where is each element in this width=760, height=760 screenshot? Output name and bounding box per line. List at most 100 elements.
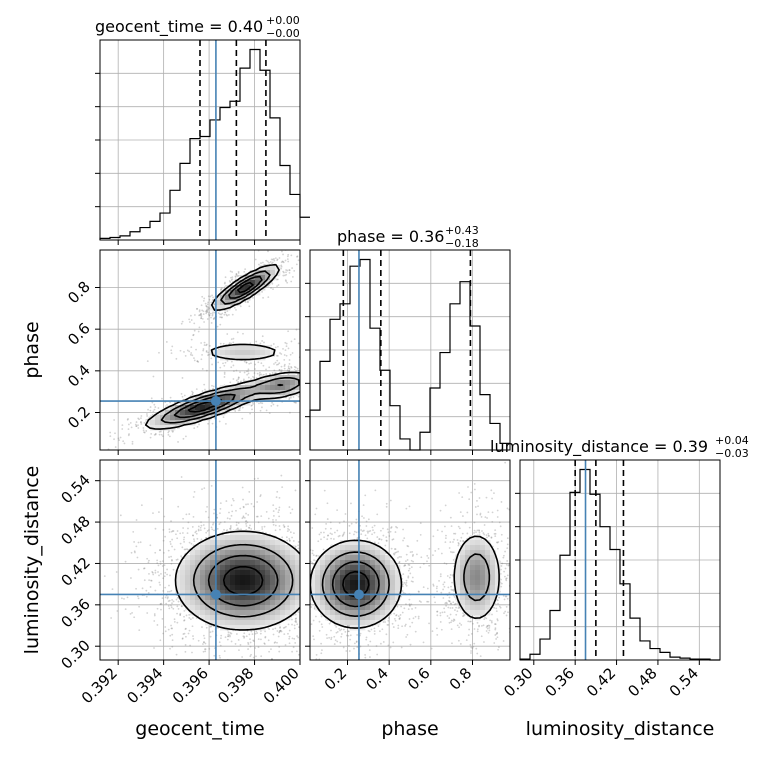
sample-point <box>176 537 179 540</box>
sample-point <box>340 368 342 370</box>
density-cell <box>190 575 196 581</box>
sample-point <box>154 432 157 435</box>
sample-point <box>195 530 198 533</box>
sample-point <box>245 361 248 364</box>
sample-point <box>114 446 117 448</box>
sample-point <box>121 424 124 426</box>
sample-point <box>199 314 202 317</box>
sample-point <box>250 362 252 365</box>
density-cell <box>240 540 246 546</box>
density-cell <box>245 535 251 541</box>
sample-point <box>184 354 187 357</box>
sample-point <box>198 310 201 313</box>
sample-point <box>212 318 215 320</box>
sample-point <box>279 626 282 628</box>
density-cell <box>215 300 221 306</box>
density-cell <box>235 540 241 546</box>
sample-point <box>304 565 306 567</box>
density-cell <box>245 380 251 386</box>
sample-point <box>135 587 137 590</box>
density-cell <box>215 295 221 301</box>
sample-point <box>161 597 164 600</box>
density-cell <box>245 580 251 586</box>
sample-point <box>186 548 188 550</box>
density-cell <box>200 415 206 421</box>
sample-point <box>297 373 299 376</box>
sample-point <box>276 404 279 407</box>
sample-point <box>265 259 268 262</box>
density-cell <box>275 540 281 546</box>
sample-point <box>146 557 149 560</box>
density-cell <box>275 565 281 571</box>
sample-point <box>159 430 162 433</box>
sample-point <box>287 330 290 333</box>
sample-point <box>205 349 208 352</box>
sample-point <box>318 618 320 620</box>
sample-point <box>115 571 118 573</box>
sample-point <box>325 621 327 623</box>
sample-point <box>231 510 234 513</box>
sample-point <box>305 629 307 631</box>
sample-point <box>274 372 277 375</box>
sample-point <box>301 376 303 378</box>
sample-point <box>271 258 274 261</box>
sample-point <box>303 559 305 561</box>
sample-point <box>244 520 247 523</box>
sample-point <box>158 581 161 584</box>
density-cell <box>290 550 296 556</box>
sample-point <box>266 260 269 263</box>
sample-point <box>311 356 313 358</box>
density-cell <box>190 410 196 416</box>
sample-point <box>302 382 304 384</box>
sample-point <box>176 596 179 599</box>
density-cell <box>270 350 276 356</box>
density-cell <box>195 550 201 556</box>
density-cell <box>270 275 276 281</box>
sample-point <box>294 642 297 644</box>
sample-point <box>133 541 136 543</box>
sample-point <box>289 512 292 514</box>
density-cell <box>210 560 216 566</box>
sample-point <box>242 380 245 382</box>
sample-point <box>322 356 324 358</box>
sample-point <box>223 662 225 664</box>
sample-point <box>221 316 224 319</box>
sample-point <box>304 632 306 634</box>
sample-point <box>307 543 309 545</box>
sample-point <box>282 274 285 277</box>
density-cell <box>295 565 300 571</box>
density-cell <box>290 565 296 571</box>
sample-point <box>206 309 208 312</box>
sample-point <box>253 477 256 480</box>
sample-point <box>270 344 273 347</box>
sample-point <box>186 349 189 352</box>
sample-point <box>272 288 274 291</box>
sample-point <box>209 295 212 298</box>
sample-point <box>267 639 270 642</box>
sample-point <box>130 426 133 429</box>
sample-point <box>203 321 206 323</box>
sample-point <box>314 610 316 612</box>
sample-point <box>183 548 186 551</box>
sample-point <box>268 412 271 415</box>
sample-point <box>302 607 304 609</box>
sample-point <box>267 250 269 253</box>
sample-point <box>176 605 179 608</box>
sample-point <box>204 648 207 651</box>
density-cell <box>190 555 196 561</box>
density-cell <box>180 420 186 426</box>
sample-point <box>224 281 226 284</box>
sample-point <box>168 599 171 602</box>
sample-point <box>259 495 262 498</box>
sample-point <box>316 548 318 550</box>
sample-point <box>182 538 185 541</box>
sample-point <box>211 384 213 387</box>
sample-point <box>259 342 262 345</box>
density-cell <box>250 555 256 561</box>
sample-point <box>285 354 288 357</box>
sample-point <box>220 634 223 637</box>
sample-point <box>311 368 313 370</box>
sample-point <box>132 530 135 533</box>
sample-point <box>271 261 274 264</box>
sample-point <box>294 618 297 620</box>
